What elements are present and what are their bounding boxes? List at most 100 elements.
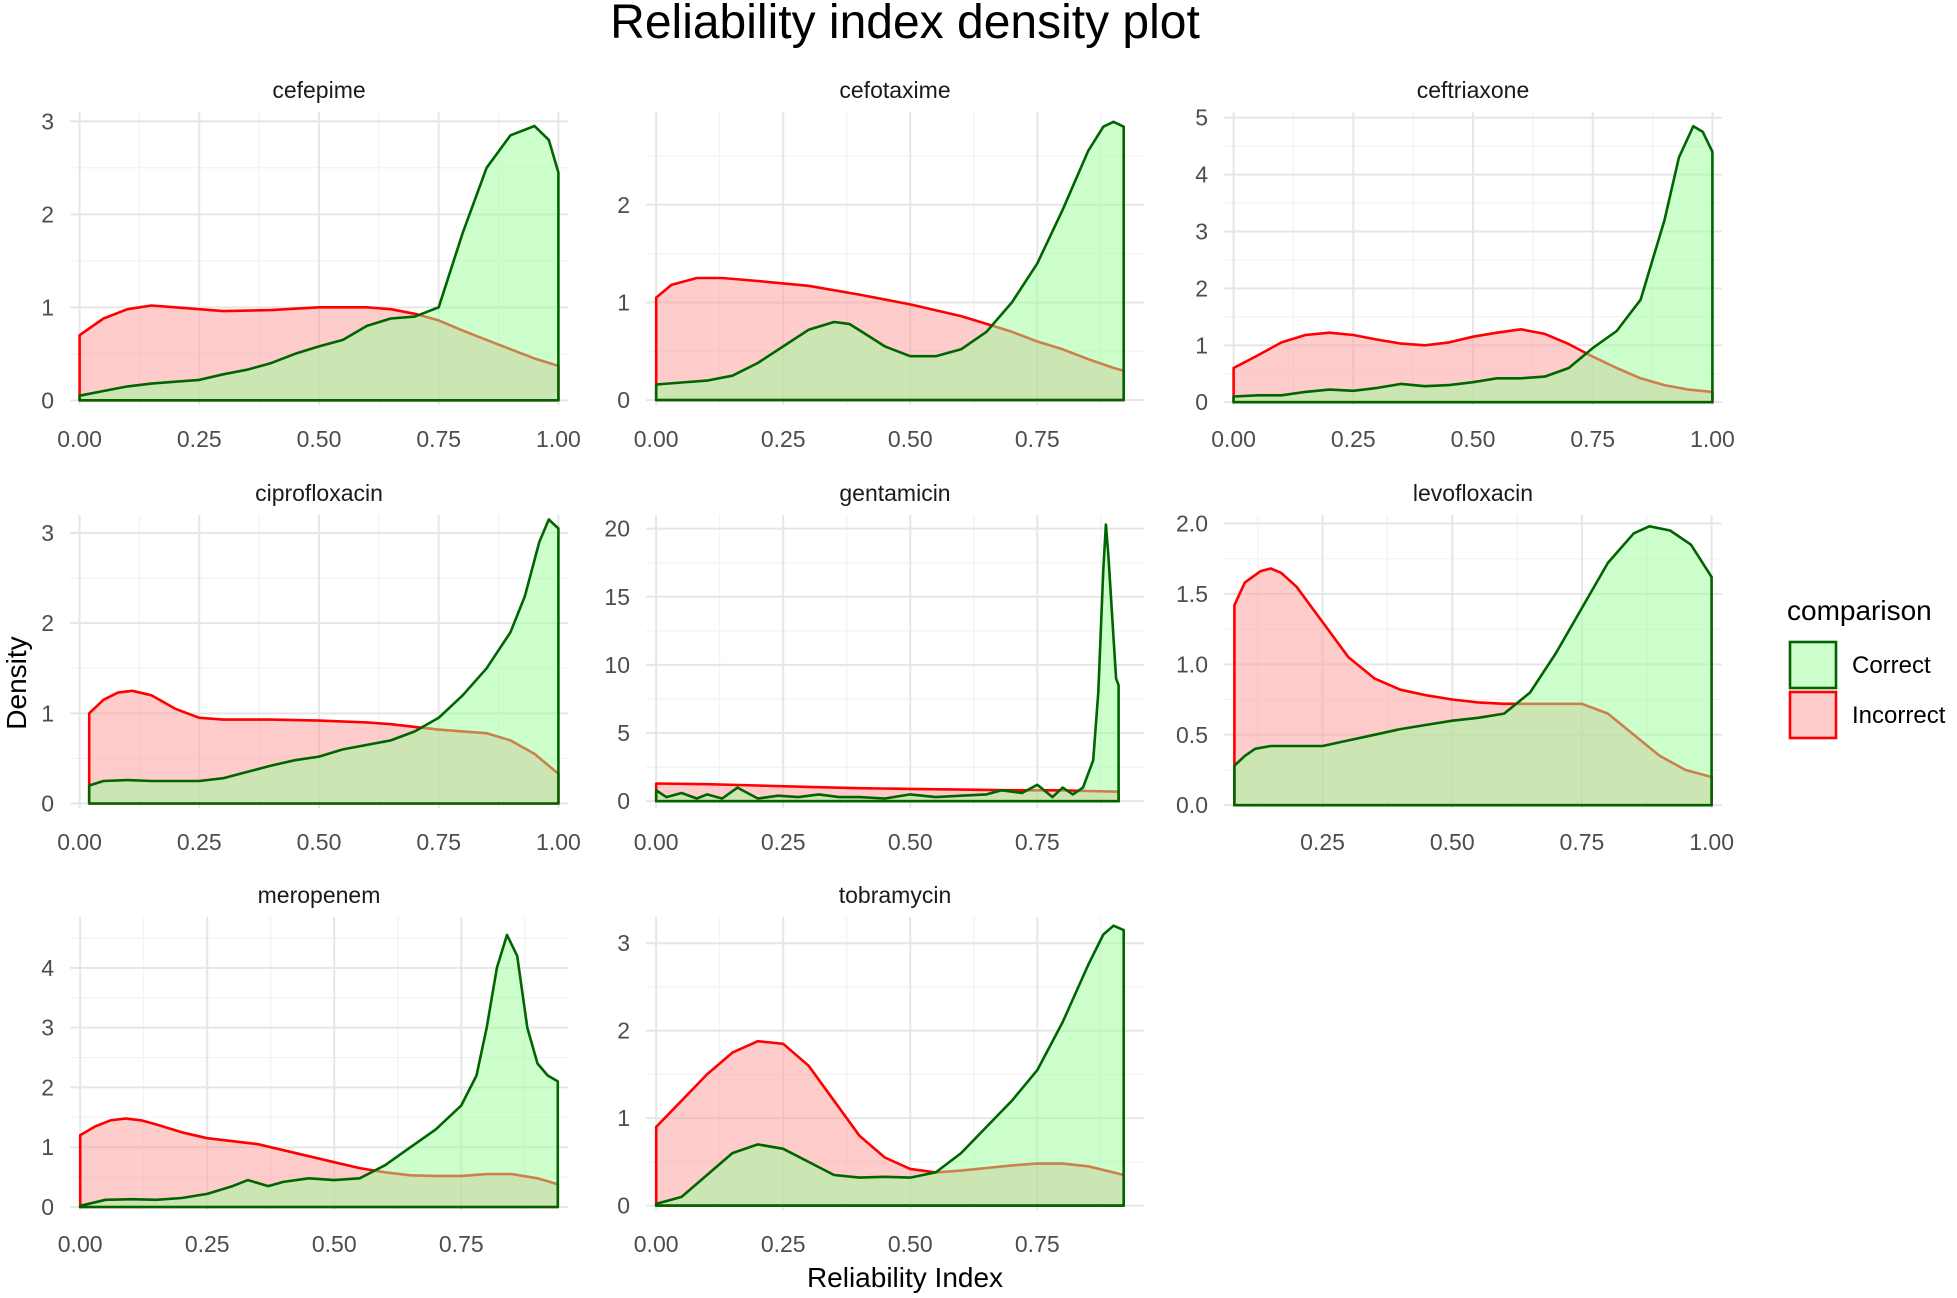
- chart-title: Reliability index density plot: [610, 0, 1200, 49]
- y-tick-label: 3: [617, 930, 630, 956]
- y-tick-label: 1: [617, 1105, 630, 1131]
- y-tick-label: 0: [617, 387, 630, 413]
- density-correct: [654, 120, 1125, 402]
- x-tick-label: 0.00: [634, 1231, 679, 1257]
- y-tick-label: 10: [604, 652, 630, 678]
- legend-key-incorrect: [1788, 690, 1838, 740]
- y-tick-label: 1: [1195, 332, 1208, 358]
- panel-cefepime: cefepime 0.00 0.25 0.50 0.75 1.00 0 1 2 3: [41, 77, 581, 452]
- x-tick-label: 0.25: [177, 829, 222, 855]
- y-tick-label: 0: [41, 1194, 54, 1220]
- y-tick-label: 0.0: [1176, 792, 1208, 818]
- y-tick-label: 3: [41, 1015, 54, 1041]
- y-tick-label: 0: [41, 387, 54, 413]
- x-tick-label: 0.00: [634, 829, 679, 855]
- y-tick-label: 2.0: [1176, 510, 1208, 536]
- x-tick-label: 1.00: [1690, 426, 1735, 452]
- panel-title: ciprofloxacin: [255, 480, 383, 506]
- y-tick-label: 3: [41, 108, 54, 134]
- panel-title: meropenem: [258, 882, 381, 908]
- density-correct: [1233, 525, 1713, 807]
- y-tick-label: 1.0: [1176, 651, 1208, 677]
- x-tick-label: 0.25: [1331, 426, 1376, 452]
- y-tick-label: 4: [41, 955, 54, 981]
- y-tick-label: 2: [617, 192, 630, 218]
- x-tick-label: 0.50: [888, 829, 933, 855]
- density-correct: [87, 518, 560, 805]
- y-tick-label: 2: [617, 1018, 630, 1044]
- panel-cefotaxime: cefotaxime 0.00 0.25 0.50 0.75 0 1 2: [617, 77, 1144, 452]
- x-tick-label: 0.50: [1451, 426, 1496, 452]
- minor-gridlines: [646, 515, 1144, 808]
- y-tick-label: 5: [617, 720, 630, 746]
- y-tick-label: 1.5: [1176, 581, 1208, 607]
- x-tick-label: 0.25: [1300, 829, 1345, 855]
- y-tick-label: 0: [1195, 389, 1208, 415]
- density-correct: [78, 933, 560, 1209]
- x-tick-label: 0.75: [439, 1231, 484, 1257]
- y-tick-label: 1: [617, 289, 630, 315]
- x-tick-label: 0.25: [761, 829, 806, 855]
- x-tick-label: 0.50: [888, 426, 933, 452]
- x-tick-label: 0.75: [1570, 426, 1615, 452]
- panel-ciprofloxacin: ciprofloxacin 0.00 0.25 0.50 0.75 1.00 0 1 2 3: [41, 480, 581, 855]
- x-tick-label: 0.25: [185, 1231, 230, 1257]
- x-tick-label: 0.50: [1430, 829, 1475, 855]
- density-correct: [654, 523, 1120, 803]
- legend-label-incorrect: Incorrect: [1852, 702, 1946, 729]
- panel-title: cefotaxime: [839, 77, 950, 103]
- x-tick-label: 0.75: [1560, 829, 1605, 855]
- panel-tobramycin: tobramycin 0.00 0.25 0.50 0.75 0 1 2 3: [617, 882, 1144, 1257]
- x-tick-label: 0.00: [57, 829, 102, 855]
- x-tick-label: 0.75: [416, 426, 461, 452]
- panel-title: cefepime: [272, 77, 365, 103]
- panel-title: ceftriaxone: [1417, 77, 1530, 103]
- y-tick-label: 1: [41, 700, 54, 726]
- y-tick-label: 2: [1195, 275, 1208, 301]
- x-tick-label: 0.00: [58, 1231, 103, 1257]
- density-correct: [654, 924, 1125, 1207]
- density-correct: [78, 124, 560, 402]
- x-tick-label: 0.25: [761, 1231, 806, 1257]
- x-tick-label: 0.00: [1211, 426, 1256, 452]
- x-tick-label: 0.00: [634, 426, 679, 452]
- x-tick-label: 1.00: [536, 426, 581, 452]
- x-tick-label: 1.00: [536, 829, 581, 855]
- x-tick-label: 0.25: [761, 426, 806, 452]
- x-tick-label: 0.50: [312, 1231, 357, 1257]
- x-tick-label: 0.75: [1015, 829, 1060, 855]
- x-tick-label: 0.75: [416, 829, 461, 855]
- x-tick-label: 0.50: [297, 829, 342, 855]
- y-tick-label: 5: [1195, 105, 1208, 131]
- panel-title: levofloxacin: [1413, 480, 1533, 506]
- panel-ceftriaxone: ceftriaxone 0.00 0.25 0.50 0.75 1.00 0 1 2 3 4 5: [1195, 77, 1735, 452]
- y-tick-label: 1: [41, 1134, 54, 1160]
- legend: comparison Correct Incorrect: [1787, 595, 1946, 740]
- y-tick-label: 0.5: [1176, 722, 1208, 748]
- y-tick-label: 2: [41, 201, 54, 227]
- x-tick-label: 0.25: [177, 426, 222, 452]
- y-tick-label: 0: [41, 790, 54, 816]
- y-tick-label: 4: [1195, 162, 1208, 188]
- panel-levofloxacin: levofloxacin 0.25 0.50 0.75 1.00 0.0 0.5 1.0 1.5…: [1176, 480, 1734, 855]
- y-tick-label: 3: [1195, 218, 1208, 244]
- y-axis-label: Density: [1, 636, 32, 729]
- major-gridlines: [646, 515, 1144, 808]
- y-tick-label: 0: [617, 1193, 630, 1219]
- y-tick-label: 3: [41, 520, 54, 546]
- panel-gentamicin: gentamicin 0.00 0.25 0.50 0.75 0 5 10 15 20: [604, 480, 1144, 855]
- y-tick-label: 2: [41, 1074, 54, 1100]
- y-tick-label: 15: [604, 584, 630, 610]
- legend-title: comparison: [1787, 595, 1932, 626]
- x-tick-label: 1.00: [1689, 829, 1734, 855]
- x-tick-label: 0.00: [57, 426, 102, 452]
- legend-key-correct: [1788, 640, 1838, 690]
- panel-meropenem: meropenem 0.00 0.25 0.50 0.75 0 1 2 3 4: [41, 882, 568, 1257]
- panel-title: tobramycin: [839, 882, 951, 908]
- y-tick-label: 2: [41, 610, 54, 636]
- x-axis-label: Reliability Index: [807, 1262, 1003, 1293]
- x-tick-label: 0.50: [297, 426, 342, 452]
- y-tick-label: 20: [604, 516, 630, 542]
